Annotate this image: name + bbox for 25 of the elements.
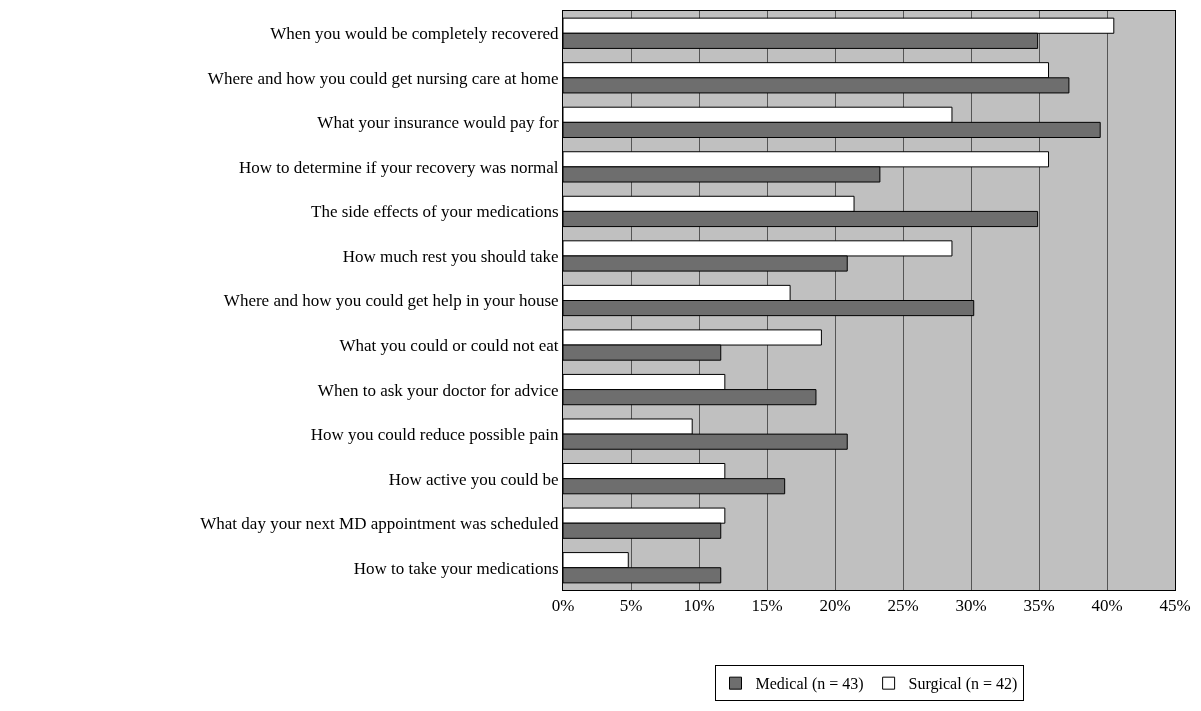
- y-tick-label: How to take your medications: [353, 558, 559, 578]
- x-tick-label: 45%: [1159, 596, 1191, 616]
- y-tick-label: How much rest you should take: [342, 246, 559, 266]
- x-tick-label: 25%: [887, 596, 919, 616]
- x-tick-label: 20%: [819, 596, 851, 616]
- x-tick-label: 15%: [751, 596, 783, 616]
- legend-label: Medical (n = 43): [755, 675, 864, 694]
- y-tick-label: What you could or could not eat: [339, 335, 559, 355]
- y-tick-label: How you could reduce possible pain: [310, 425, 560, 445]
- x-tick-label: 10%: [683, 596, 715, 616]
- y-tick-label: When you would be completely recovered: [270, 24, 560, 44]
- y-tick-label: Where and how you could get help in your house: [223, 291, 559, 311]
- x-tick-label: 30%: [955, 596, 987, 616]
- x-tick-label: 35%: [1023, 596, 1055, 616]
- y-tick-label: What your insurance would pay for: [317, 113, 559, 133]
- y-tick-label: Where and how you could get nursing care at home: [207, 68, 559, 88]
- x-tick-label: 5%: [619, 596, 643, 616]
- legend-label: Surgical (n = 42): [908, 675, 1018, 694]
- y-tick-label: What day your next MD appointment was scheduled: [200, 514, 560, 534]
- y-tick-label: How active you could be: [388, 469, 559, 489]
- y-tick-label: How to determine if your recovery was normal: [239, 157, 559, 177]
- x-tick-label: 40%: [1091, 596, 1123, 616]
- x-tick-label: 0%: [551, 596, 575, 616]
- y-tick-label: The side effects of your medications: [311, 202, 559, 222]
- y-tick-label: When to ask your doctor for advice: [317, 380, 559, 400]
